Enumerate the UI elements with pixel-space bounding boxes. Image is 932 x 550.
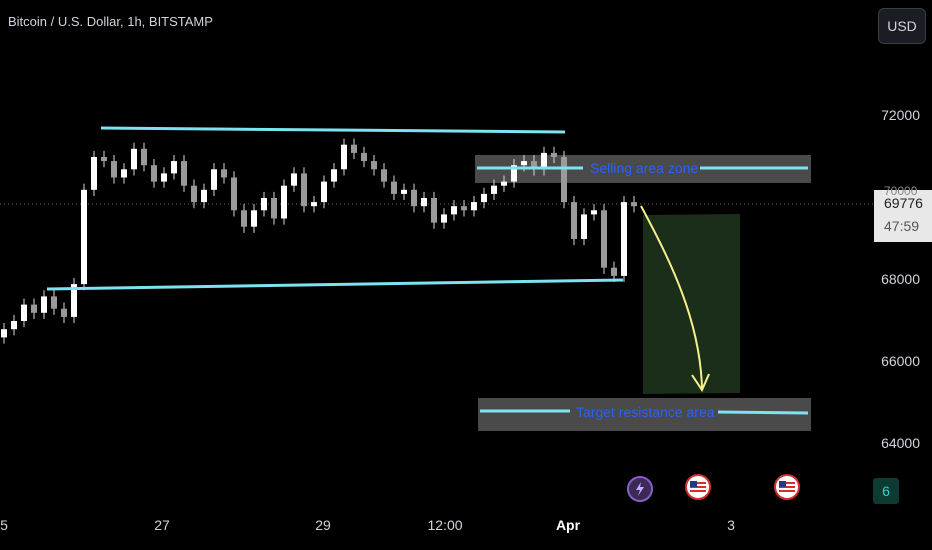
x-tick-apr: Apr bbox=[555, 517, 581, 533]
chart-title: Bitcoin / U.S. Dollar, 1h, BITSTAMP bbox=[8, 14, 213, 29]
candles-group bbox=[1, 138, 637, 344]
candle-body[interactable] bbox=[291, 173, 297, 186]
candle-body[interactable] bbox=[311, 202, 317, 207]
candle-body[interactable] bbox=[191, 185, 197, 203]
candle-body[interactable] bbox=[561, 157, 567, 203]
candle-body[interactable] bbox=[241, 210, 247, 227]
candle-body[interactable] bbox=[551, 152, 557, 157]
lightning-event-icon[interactable] bbox=[627, 476, 653, 502]
candle-body[interactable] bbox=[221, 169, 227, 178]
candle-body[interactable] bbox=[271, 198, 277, 219]
candle-body[interactable] bbox=[1, 329, 7, 338]
candle-body[interactable] bbox=[541, 152, 547, 170]
candle-body[interactable] bbox=[401, 189, 407, 194]
candle-body[interactable] bbox=[181, 161, 187, 186]
candle-body[interactable] bbox=[11, 321, 17, 330]
bar-countdown: 47:59 bbox=[884, 218, 920, 234]
candle-body[interactable] bbox=[261, 198, 267, 211]
candle-body[interactable] bbox=[521, 161, 527, 166]
x-tick-1200: 12:00 bbox=[427, 517, 463, 533]
y-tick-68000: 68000 bbox=[881, 271, 920, 287]
candle-body[interactable] bbox=[41, 296, 47, 313]
candle-body[interactable] bbox=[171, 161, 177, 174]
y-tick-64000: 64000 bbox=[881, 435, 920, 451]
support-line[interactable] bbox=[46, 278, 624, 291]
x-tick-5: 5 bbox=[0, 517, 8, 533]
candle-body[interactable] bbox=[211, 169, 217, 190]
candle-body[interactable] bbox=[631, 202, 637, 207]
candle-body[interactable] bbox=[471, 202, 477, 211]
notification-badge[interactable]: 6 bbox=[873, 478, 899, 504]
selling-zone-label: Selling area zone bbox=[590, 160, 699, 176]
target-zone-box[interactable] bbox=[478, 398, 811, 431]
x-tick-3: 3 bbox=[727, 517, 735, 533]
upper-trendline[interactable] bbox=[100, 126, 566, 134]
candle-body[interactable] bbox=[111, 161, 117, 178]
candle-body[interactable] bbox=[231, 177, 237, 211]
x-tick-27: 27 bbox=[154, 517, 170, 533]
candle-body[interactable] bbox=[201, 189, 207, 203]
candle-body[interactable] bbox=[451, 206, 457, 215]
candle-body[interactable] bbox=[431, 198, 437, 223]
candle-body[interactable] bbox=[611, 267, 617, 276]
candle-body[interactable] bbox=[491, 185, 497, 194]
hidden-price: 70000 bbox=[884, 184, 918, 198]
target-zone-label: Target resistance area bbox=[576, 404, 715, 420]
us-flag-event-icon[interactable] bbox=[685, 474, 711, 500]
candle-body[interactable] bbox=[591, 210, 597, 215]
candle-body[interactable] bbox=[321, 181, 327, 203]
candle-body[interactable] bbox=[121, 169, 127, 178]
candle-body[interactable] bbox=[281, 185, 287, 219]
candle-body[interactable] bbox=[511, 165, 517, 182]
projection-box[interactable] bbox=[643, 214, 740, 394]
currency-button[interactable]: USD bbox=[878, 8, 926, 44]
candle-body[interactable] bbox=[101, 157, 107, 162]
candle-body[interactable] bbox=[421, 198, 427, 207]
candle-body[interactable] bbox=[621, 202, 627, 276]
candle-body[interactable] bbox=[161, 173, 167, 182]
candle-body[interactable] bbox=[331, 169, 337, 182]
candle-body[interactable] bbox=[341, 144, 347, 170]
x-tick-29: 29 bbox=[315, 517, 331, 533]
candle-body[interactable] bbox=[601, 210, 607, 268]
candle-body[interactable] bbox=[501, 181, 507, 186]
candle-body[interactable] bbox=[371, 161, 377, 170]
candle-body[interactable] bbox=[251, 210, 257, 227]
candle-body[interactable] bbox=[131, 148, 137, 170]
candle-body[interactable] bbox=[361, 152, 367, 162]
us-flag-event-icon-2[interactable] bbox=[774, 474, 800, 500]
candle-body[interactable] bbox=[381, 169, 387, 182]
candle-body[interactable] bbox=[31, 304, 37, 313]
candle-body[interactable] bbox=[461, 206, 467, 211]
last-price-value: 69776 bbox=[884, 195, 923, 211]
target-zone-line-right bbox=[717, 410, 809, 415]
candle-body[interactable] bbox=[51, 296, 57, 309]
candle-body[interactable] bbox=[481, 193, 487, 203]
candle-body[interactable] bbox=[141, 148, 147, 166]
y-tick-72000: 72000 bbox=[881, 107, 920, 123]
candle-body[interactable] bbox=[351, 144, 357, 153]
candle-body[interactable] bbox=[571, 202, 577, 239]
candle-body[interactable] bbox=[441, 214, 447, 223]
candle-body[interactable] bbox=[301, 173, 307, 207]
candle-body[interactable] bbox=[71, 284, 77, 317]
candle-body[interactable] bbox=[91, 157, 97, 190]
candle-body[interactable] bbox=[411, 189, 417, 207]
candle-body[interactable] bbox=[81, 189, 87, 285]
candle-body[interactable] bbox=[391, 181, 397, 194]
candle-body[interactable] bbox=[581, 214, 587, 239]
down-arrow-curve[interactable] bbox=[640, 205, 703, 389]
candle-body[interactable] bbox=[531, 161, 537, 170]
y-tick-66000: 66000 bbox=[881, 353, 920, 369]
candle-body[interactable] bbox=[61, 308, 67, 317]
arrow-head bbox=[691, 373, 710, 393]
last-price-tag: 70000 69776 47:59 bbox=[874, 184, 932, 242]
candle-body[interactable] bbox=[21, 304, 27, 321]
candle-body[interactable] bbox=[151, 165, 157, 182]
